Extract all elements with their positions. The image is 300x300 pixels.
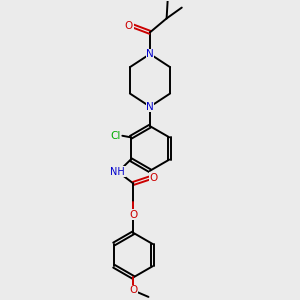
Text: N: N xyxy=(146,49,154,59)
Text: O: O xyxy=(125,21,133,31)
Text: O: O xyxy=(129,285,137,296)
Text: Cl: Cl xyxy=(110,131,120,141)
Text: O: O xyxy=(149,173,158,183)
Text: NH: NH xyxy=(110,167,125,176)
Text: O: O xyxy=(129,210,137,220)
Text: N: N xyxy=(146,102,154,112)
